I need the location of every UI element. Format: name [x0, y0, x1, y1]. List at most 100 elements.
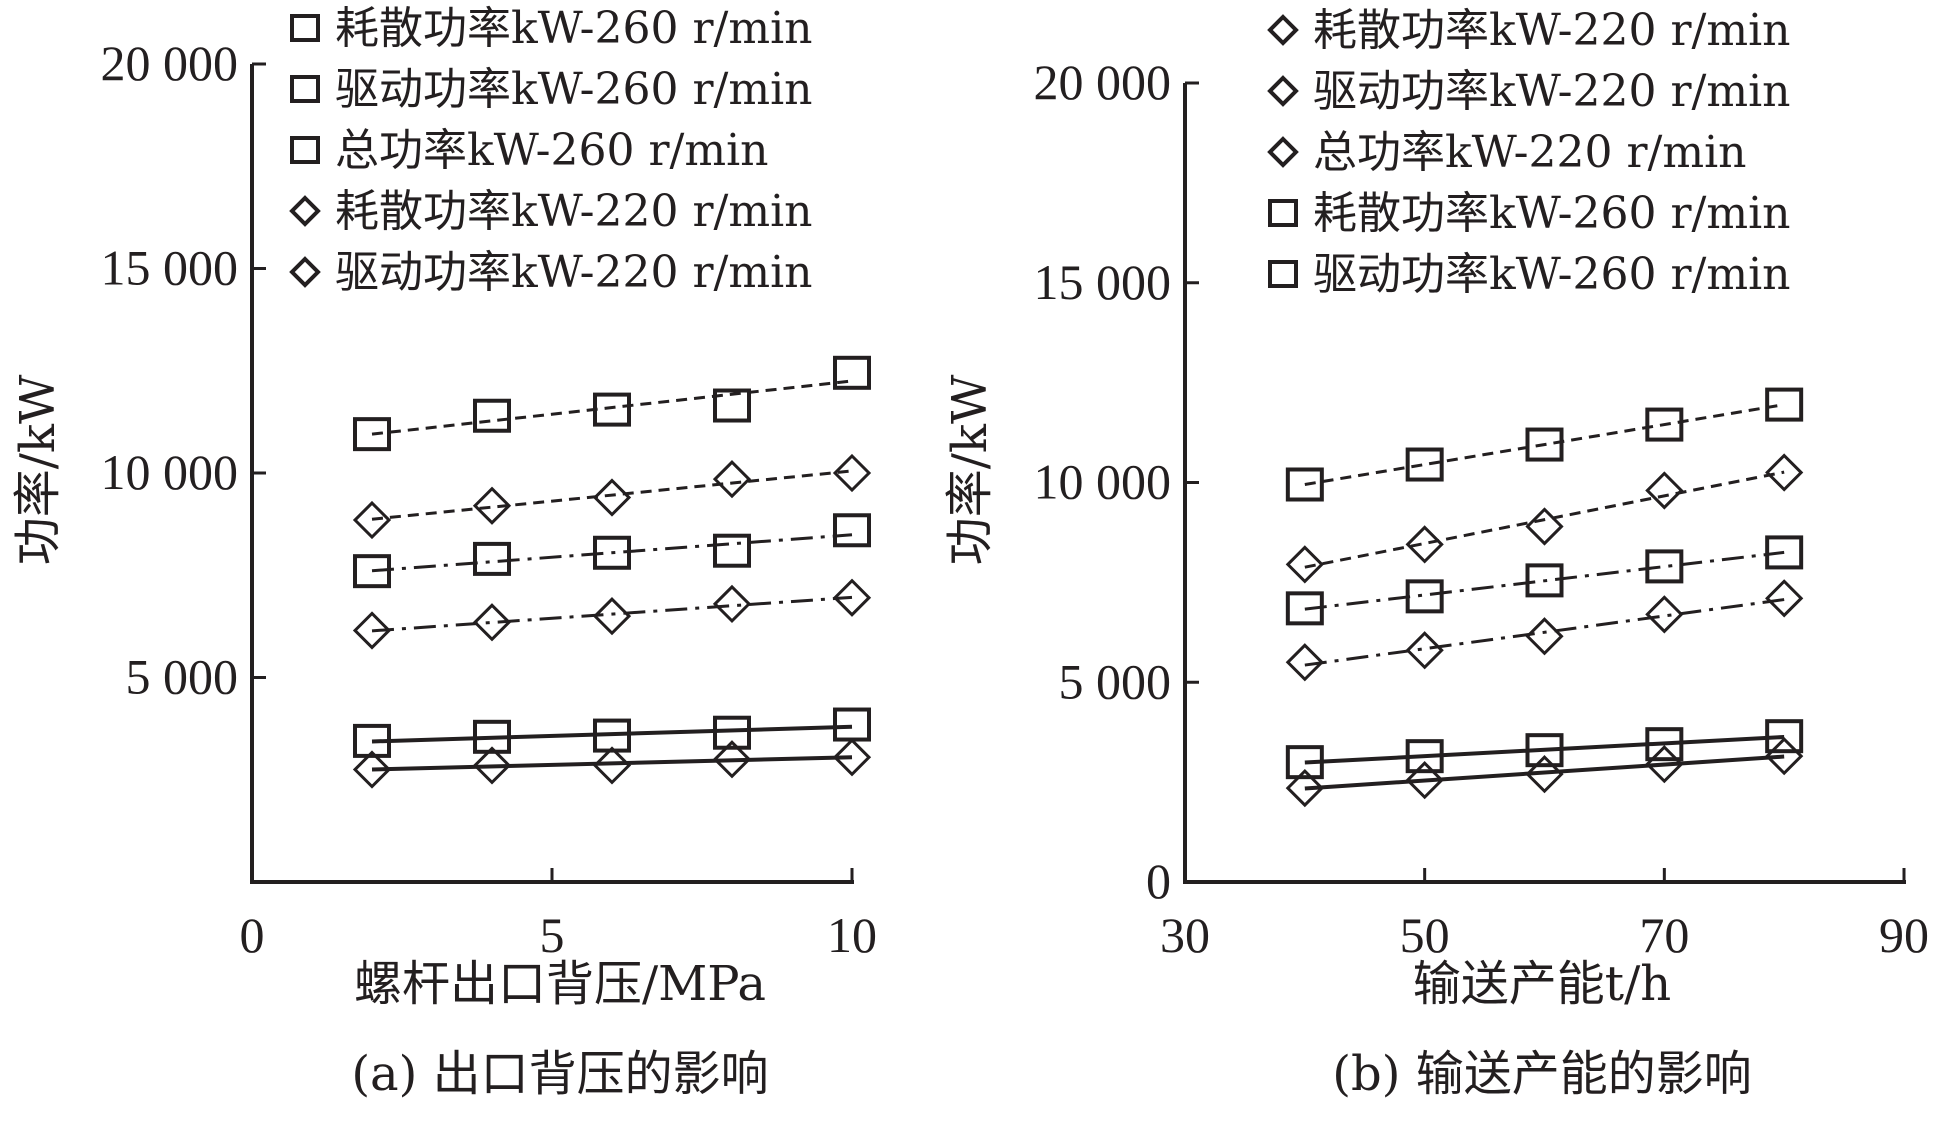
data-point-square [1765, 387, 1804, 422]
data-point-square [1525, 733, 1564, 768]
data-point-square [833, 707, 871, 742]
legend-label: 耗散功率kW-220 r/min [1313, 5, 1791, 56]
data-point-square [353, 417, 391, 452]
legend-label: 驱动功率kW-260 r/min [1313, 249, 1791, 300]
y-tick-label: 10 000 [101, 444, 239, 500]
data-point-diamond [712, 584, 752, 624]
legend-marker-square [290, 75, 320, 103]
data-point-diamond [352, 750, 392, 789]
legend-label: 总功率kW-220 r/min [1313, 127, 1747, 178]
y-tick-label: 15 000 [1034, 254, 1172, 310]
y-axis-title-b: 功率/kW [942, 374, 998, 565]
series-line-5 [1304, 550, 1785, 611]
legend-label: 驱动功率kW-220 r/min [335, 247, 813, 298]
caption-a: (a) 出口背压的影响 [351, 1046, 768, 1102]
data-point-diamond [1285, 545, 1324, 584]
data-point-square [713, 715, 751, 750]
legend-label: 总功率kW-260 r/min [335, 125, 769, 176]
data-point-square [1405, 579, 1444, 614]
data-point-diamond [472, 746, 512, 785]
data-point-square [1285, 467, 1324, 502]
series-line-2 [1304, 598, 1785, 667]
legend-marker-square [290, 14, 320, 42]
data-point-diamond [1525, 755, 1564, 794]
series-line-4 [371, 755, 853, 772]
data-point-square [713, 388, 751, 423]
data-point-square [353, 554, 391, 589]
y-tick-label: 15 000 [101, 240, 239, 296]
data-point-square [593, 392, 631, 427]
data-point-diamond [832, 738, 872, 777]
data-point-diamond [1405, 525, 1444, 564]
data-point-square [473, 719, 511, 754]
data-point-square [1645, 407, 1684, 442]
legend-label: 耗散功率kW-260 r/min [1313, 188, 1791, 239]
data-point-square [593, 718, 631, 753]
data-point-square [713, 533, 751, 568]
chart-panel-b: 30 50 70 90 0 5 000 10 000 15 000 20 000 耗散功率kW-… [942, 5, 1929, 1102]
data-point-diamond [1405, 761, 1444, 800]
data-point-square [1405, 739, 1444, 774]
data-point-diamond [1285, 643, 1324, 682]
series-lines-b [1304, 403, 1785, 791]
legend-marker-square [1268, 199, 1298, 227]
legend-marker-diamond [1267, 14, 1299, 46]
data-point-square [353, 723, 391, 758]
legend-marker-square [290, 136, 320, 164]
x-tick-label: 90 [1879, 907, 1929, 963]
data-point-diamond [1765, 453, 1804, 492]
data-point-diamond [1645, 595, 1684, 634]
x-tick-label: 0 [240, 907, 265, 963]
y-tick-label: 5 000 [1059, 653, 1172, 709]
data-point-square [833, 513, 871, 548]
legend-a: 耗散功率kW-260 r/min 驱动功率kW-260 r/min 总功率kW-26… [289, 3, 813, 298]
legend-marker-diamond [289, 195, 321, 227]
x-tick-label: 70 [1639, 907, 1689, 963]
x-axis-title-a: 螺杆出口背压/MPa [354, 956, 766, 1012]
x-tick-label: 50 [1400, 907, 1450, 963]
y-tick-label: 0 [1146, 853, 1171, 909]
legend-b: 耗散功率kW-220 r/min 驱动功率kW-220 r/min 总功率kW-22… [1267, 5, 1791, 300]
data-point-diamond [1525, 507, 1564, 546]
data-point-diamond [592, 597, 632, 636]
tick-labels-a: 0 5 10 5 000 10 000 15 000 20 000 [101, 35, 878, 963]
markers-a [352, 355, 872, 789]
legend-label: 耗散功率kW-260 r/min [335, 3, 813, 54]
data-point-square [1285, 745, 1324, 780]
y-axis-title-a: 功率/kW [10, 374, 66, 565]
markers-b [1285, 387, 1804, 808]
y-tick-label: 5 000 [126, 649, 239, 705]
legend-label: 耗散功率kW-220 r/min [335, 186, 813, 237]
data-point-diamond [1405, 631, 1444, 670]
data-point-square [1525, 427, 1564, 462]
data-point-diamond [1645, 471, 1684, 510]
data-point-diamond [352, 500, 392, 540]
data-point-diamond [1525, 617, 1564, 656]
data-point-diamond [1765, 579, 1804, 618]
data-point-square [473, 541, 511, 576]
series-line-3 [1304, 470, 1785, 569]
axes-b [1183, 81, 1906, 884]
data-point-square [1765, 719, 1804, 754]
legend-label: 驱动功率kW-260 r/min [335, 64, 813, 115]
series-line-6 [371, 469, 853, 521]
series-line-1 [1304, 754, 1785, 791]
data-point-diamond [592, 746, 632, 785]
tick-labels-b: 30 50 70 90 0 5 000 10 000 15 000 20 000 [1034, 54, 1930, 963]
y-tick-label: 10 000 [1034, 454, 1172, 510]
x-tick-label: 30 [1160, 907, 1210, 963]
data-point-square [1525, 563, 1564, 598]
legend-marker-diamond [1267, 136, 1299, 168]
data-point-square [1405, 447, 1444, 482]
y-tick-label: 20 000 [101, 35, 239, 91]
series-line-1 [371, 724, 853, 744]
data-point-diamond [472, 486, 512, 525]
series-line-2 [371, 533, 853, 573]
axes-a [250, 62, 854, 884]
x-tick-label: 10 [827, 907, 877, 963]
series-line-4 [1304, 734, 1785, 765]
data-point-square [473, 398, 511, 433]
data-point-square [833, 355, 871, 390]
series-line-5 [371, 595, 853, 633]
